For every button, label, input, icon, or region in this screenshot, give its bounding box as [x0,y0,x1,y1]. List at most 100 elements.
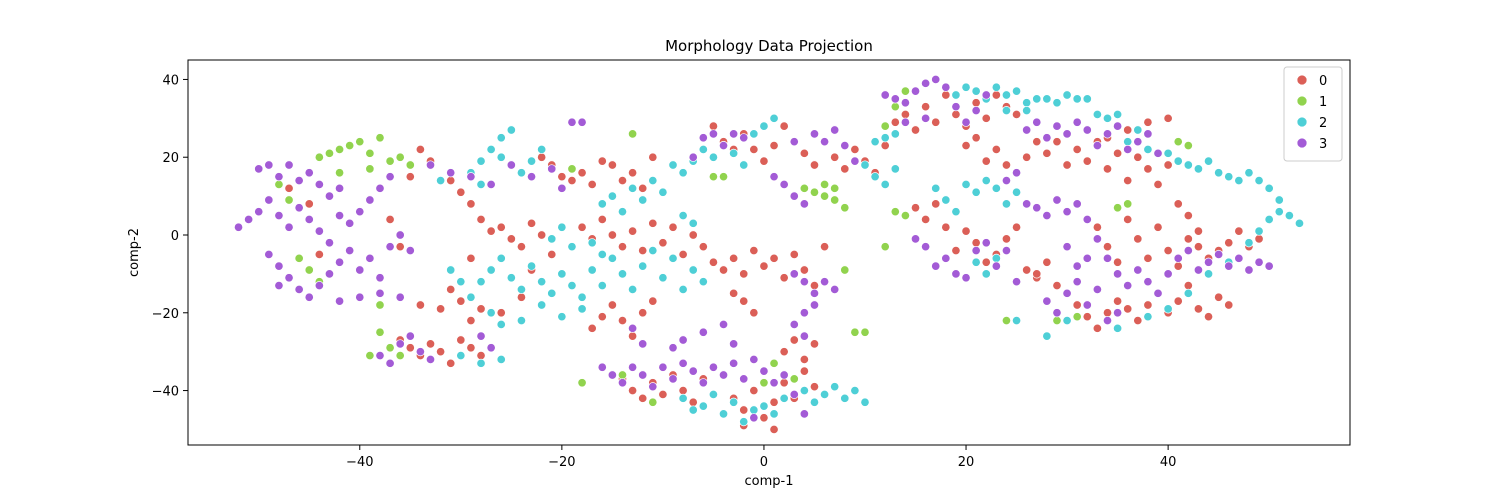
data-point [668,222,678,232]
data-point [688,397,698,407]
data-point [779,347,789,357]
data-point [739,133,749,143]
data-point [799,265,809,275]
data-point [658,273,668,283]
data-point [607,300,617,310]
data-point [335,144,345,154]
data-point [284,183,294,193]
data-point [729,397,739,407]
data-point [739,269,749,279]
data-point [951,90,961,100]
data-point [708,152,718,162]
data-point [729,129,739,139]
data-point [405,331,415,341]
data-point [1143,300,1153,310]
data-point [284,273,294,283]
data-point [799,199,809,209]
data-point [577,304,587,314]
data-point [648,176,658,186]
data-point [597,156,607,166]
data-point [466,253,476,263]
x-axis-ticks: −40 −20 0 20 40 [346,445,1176,470]
data-point [809,160,820,170]
data-point [961,226,971,236]
data-point [830,125,840,135]
data-point [587,323,597,333]
data-point [1072,144,1082,154]
data-point [850,144,860,154]
data-point [1102,242,1113,252]
data-point [537,300,547,310]
data-point [425,160,436,170]
data-point [1092,234,1102,244]
data-point [799,366,809,376]
data-point [931,117,941,127]
data-point [547,164,557,174]
data-point [1133,152,1143,162]
data-point [880,179,890,189]
data-point [1012,277,1022,287]
data-point [1143,117,1153,127]
data-point [991,82,1001,92]
data-point [1012,109,1022,119]
data-point [688,366,698,376]
data-point [749,129,759,139]
data-point [1254,226,1264,236]
data-point [456,296,466,306]
data-point [789,335,799,345]
data-point [759,366,769,376]
data-point [1284,211,1294,221]
data-point [617,370,628,380]
legend-marker [1296,137,1308,149]
data-point [385,214,395,224]
data-point [769,409,779,419]
y-tick-label: −20 [152,307,179,322]
data-point [840,393,850,403]
data-point [628,168,638,178]
data-point [607,160,617,170]
data-point [466,172,476,182]
data-point [799,354,809,364]
data-point [1012,187,1022,197]
data-point [547,249,557,259]
data-point [597,312,607,322]
data-point [971,106,981,116]
data-point [1123,281,1133,291]
data-point [931,74,941,84]
data-point [345,218,355,228]
series-3 [233,74,1274,423]
data-point [991,144,1001,154]
data-point [1163,304,1173,314]
data-point [1244,168,1254,178]
data-point [981,113,991,123]
data-points [233,74,1305,434]
data-point [981,90,991,100]
data-point [1001,160,1012,170]
y-tick-label: 40 [162,73,179,88]
data-point [526,156,537,166]
data-point [1173,137,1183,147]
data-point [1022,152,1032,162]
data-point [486,144,496,154]
data-point [698,401,708,411]
data-point [425,354,436,364]
data-point [1224,238,1234,248]
data-point [961,179,971,189]
data-point [799,409,809,419]
data-point [648,246,658,256]
data-point [446,265,456,275]
data-point [385,358,395,368]
data-point [1062,90,1072,100]
data-point [244,214,254,224]
data-point [1022,106,1032,116]
data-point [1092,141,1102,151]
data-point [1052,308,1062,318]
data-point [971,257,981,267]
data-point [1113,323,1123,333]
data-point [638,308,648,318]
data-point [496,308,506,318]
data-point [981,176,991,186]
data-point [880,90,890,100]
